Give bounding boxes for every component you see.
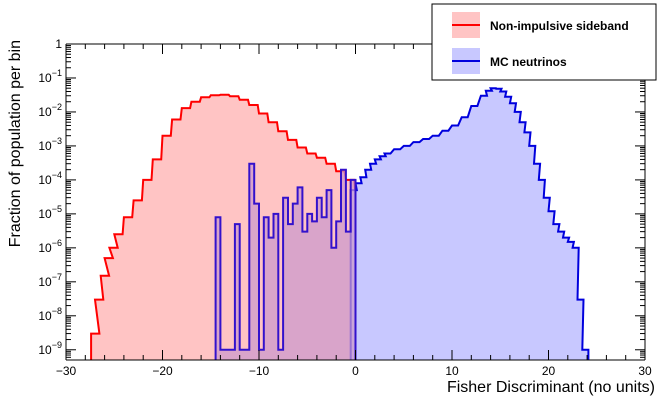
series-line-2 <box>214 162 357 360</box>
y-tick-label: 10−9 <box>38 340 62 357</box>
series-layer <box>90 87 590 361</box>
series-area-2 <box>215 163 356 360</box>
y-tick-label: 10−2 <box>38 102 62 119</box>
y-tick-label: 10−4 <box>38 170 62 187</box>
series-line-1 <box>349 87 590 360</box>
y-axis-title: Fraction of population per bin <box>7 40 24 247</box>
y-tick-label: 1 <box>55 37 62 51</box>
legend-label-non-impulsive: Non-impulsive sideband <box>490 19 629 33</box>
y-tick-label: 10−8 <box>38 306 62 323</box>
x-tick-label: −10 <box>249 364 270 378</box>
x-tick-label: 30 <box>638 364 652 378</box>
x-tick-label: 10 <box>445 364 459 378</box>
y-tick-label: 10−5 <box>38 204 62 221</box>
y-tick-label: 10−6 <box>38 238 62 255</box>
x-tick-label: 20 <box>542 364 556 378</box>
series-area-1 <box>350 88 589 360</box>
y-tick-label: 10−7 <box>38 272 62 289</box>
y-tick-label: 10−3 <box>38 136 62 153</box>
x-tick-label: 0 <box>352 364 359 378</box>
x-tick-label: −20 <box>152 364 173 378</box>
legend: Non-impulsive sideband MC neutrinos <box>431 3 657 81</box>
ticks: −30 −20 −10 0 10 20 30 10−9 10−8 10−7 10−6 10−5 10−4… <box>38 37 652 378</box>
x-axis-title: Fisher Discriminant (no units) <box>447 379 655 396</box>
x-tick-label: −30 <box>56 364 77 378</box>
legend-label-mc-neutrinos: MC neutrinos <box>490 55 567 69</box>
y-tick-label: 10−1 <box>38 68 62 85</box>
